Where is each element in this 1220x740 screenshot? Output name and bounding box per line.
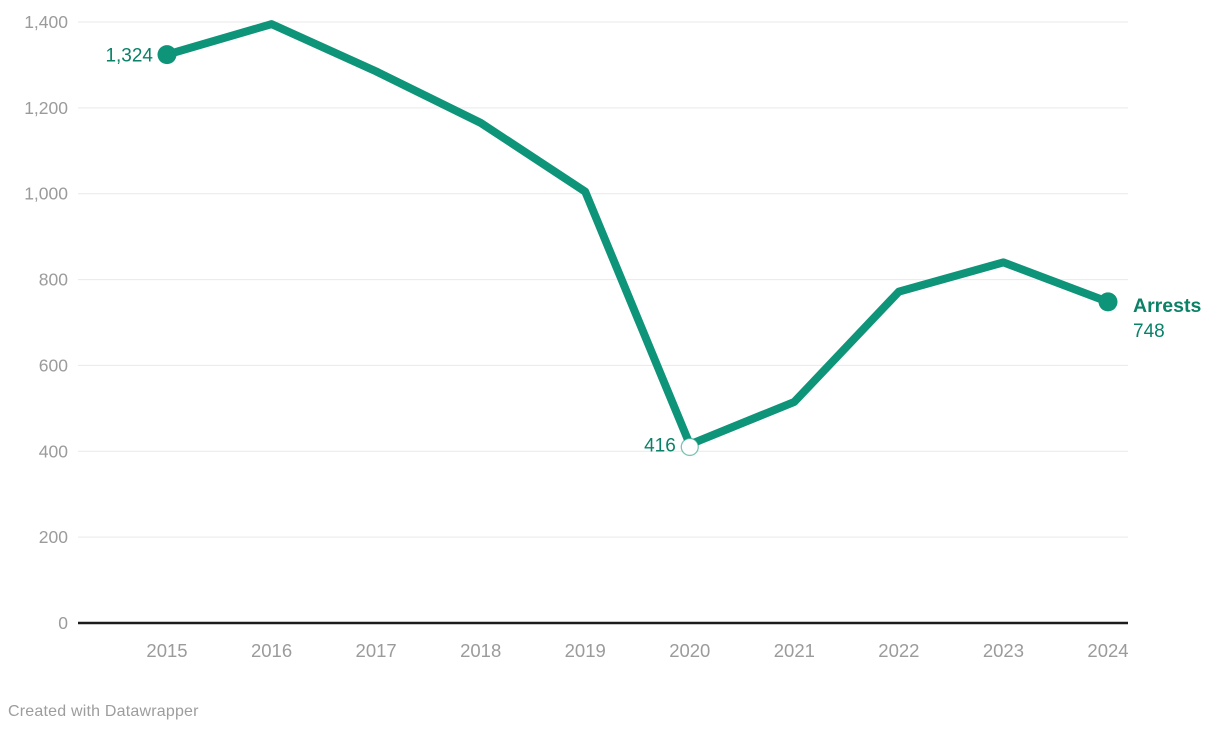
x-tick-label: 2024 bbox=[1087, 640, 1128, 661]
x-tick-label: 2017 bbox=[356, 640, 397, 661]
datawrapper-credit: Created with Datawrapper bbox=[8, 703, 199, 720]
y-tick-label: 1,200 bbox=[24, 98, 68, 118]
value-label: 416 bbox=[644, 435, 676, 456]
y-tick-label: 200 bbox=[39, 527, 68, 547]
y-tick-label: 1,000 bbox=[24, 184, 68, 204]
value-label: 1,324 bbox=[105, 46, 153, 67]
x-tick-label: 2022 bbox=[878, 640, 919, 661]
x-tick-label: 2023 bbox=[983, 640, 1024, 661]
x-tick-label: 2015 bbox=[146, 640, 187, 661]
y-tick-label: 0 bbox=[58, 613, 68, 633]
y-tick-label: 800 bbox=[39, 270, 68, 290]
line-chart: 0 200 400 600 800 1,000 1,200 1,400 2015 2016 2017… bbox=[24, 12, 1201, 661]
arrests-line-chart-svg: 0 200 400 600 800 1,000 1,200 1,400 2015 2016 2017… bbox=[24, 12, 1201, 661]
y-tick-label: 600 bbox=[39, 355, 68, 375]
y-tick-label: 1,400 bbox=[24, 12, 68, 32]
x-tick-label: 2016 bbox=[251, 640, 292, 661]
series-end-label: Arrests bbox=[1133, 295, 1201, 317]
data-point-marker-open bbox=[680, 437, 699, 457]
value-label: 748 bbox=[1133, 321, 1165, 342]
data-point-marker bbox=[157, 45, 177, 65]
x-tick-label: 2018 bbox=[460, 640, 501, 661]
x-tick-label: 2020 bbox=[669, 640, 710, 661]
y-tick-label: 400 bbox=[39, 441, 68, 461]
arrests-line bbox=[165, 20, 1110, 449]
x-tick-label: 2019 bbox=[565, 640, 606, 661]
x-tick-label: 2021 bbox=[774, 640, 815, 661]
data-point-marker bbox=[1098, 292, 1118, 312]
